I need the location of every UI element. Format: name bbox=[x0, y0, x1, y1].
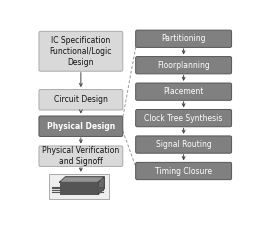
FancyBboxPatch shape bbox=[136, 57, 232, 74]
FancyBboxPatch shape bbox=[136, 83, 232, 100]
Polygon shape bbox=[60, 177, 104, 182]
Text: IC Specification
Functional/Logic
Design: IC Specification Functional/Logic Design bbox=[50, 36, 112, 67]
FancyBboxPatch shape bbox=[49, 174, 109, 199]
Text: Placement: Placement bbox=[164, 87, 204, 96]
Polygon shape bbox=[98, 177, 104, 194]
FancyBboxPatch shape bbox=[136, 162, 232, 180]
Text: Physical Verification
and Signoff: Physical Verification and Signoff bbox=[42, 146, 120, 166]
FancyBboxPatch shape bbox=[39, 31, 123, 71]
Text: Physical Design: Physical Design bbox=[47, 122, 115, 131]
FancyBboxPatch shape bbox=[39, 116, 123, 136]
Text: Circuit Design: Circuit Design bbox=[54, 95, 108, 104]
FancyBboxPatch shape bbox=[39, 146, 123, 166]
Text: Partitioning: Partitioning bbox=[161, 34, 206, 43]
FancyBboxPatch shape bbox=[39, 90, 123, 110]
Text: Signal Routing: Signal Routing bbox=[156, 140, 211, 149]
FancyBboxPatch shape bbox=[136, 30, 232, 47]
FancyBboxPatch shape bbox=[136, 136, 232, 153]
FancyBboxPatch shape bbox=[60, 182, 98, 194]
FancyBboxPatch shape bbox=[136, 109, 232, 127]
Text: Clock Tree Synthesis: Clock Tree Synthesis bbox=[145, 114, 223, 123]
Text: Timing Closure: Timing Closure bbox=[155, 166, 212, 175]
Text: Floorplanning: Floorplanning bbox=[157, 61, 210, 70]
